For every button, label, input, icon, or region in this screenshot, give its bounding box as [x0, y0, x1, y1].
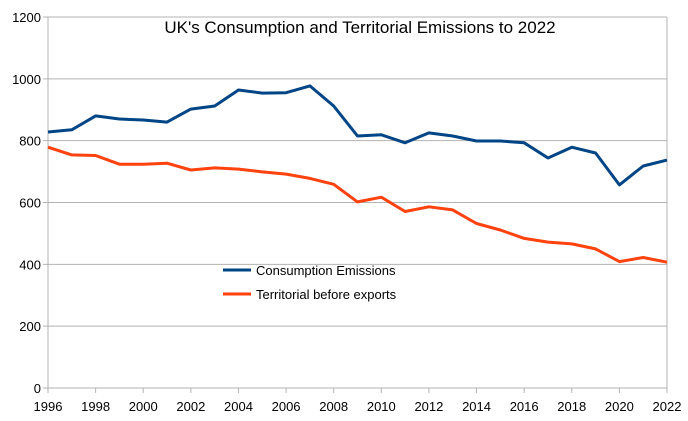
- series-lines: [47, 84, 668, 264]
- y-tick-label: 800: [19, 134, 41, 149]
- y-tick-label: 600: [19, 196, 41, 211]
- x-tick-label: 2010: [367, 399, 396, 414]
- x-tick-label: 2020: [605, 399, 634, 414]
- x-tick-label: 2004: [224, 399, 253, 414]
- x-tick-label: 2002: [176, 399, 205, 414]
- y-tick-label: 1200: [12, 10, 41, 25]
- legend-label: Territorial before exports: [256, 287, 397, 302]
- x-tick-label: 2006: [272, 399, 301, 414]
- y-tick-label: 200: [19, 319, 41, 334]
- series-line-territorial-before-exports: [47, 145, 668, 264]
- legend-label: Consumption Emissions: [256, 263, 396, 278]
- x-tick-label: 2012: [414, 399, 443, 414]
- x-tick-label: 2016: [510, 399, 539, 414]
- series-line-consumption-emissions: [47, 84, 668, 187]
- x-tick-label: 2018: [557, 399, 586, 414]
- x-tick-label: 2014: [462, 399, 491, 414]
- legend: Consumption Emissions Territorial before …: [223, 263, 397, 302]
- y-axis-tick-labels: 0 200 400 600 800 1000 1200: [12, 10, 41, 396]
- gridlines: [43, 16, 667, 389]
- x-tick-label: 1996: [34, 399, 63, 414]
- y-tick-label: 1000: [12, 72, 41, 87]
- x-axis-tick-labels: 1996 1998 2000 2002 2004 2006 2008 2010 2012 2014…: [34, 399, 682, 414]
- axes: [47, 17, 668, 393]
- y-tick-label: 400: [19, 257, 41, 272]
- x-tick-label: 2022: [653, 399, 682, 414]
- x-tick-label: 2000: [129, 399, 158, 414]
- chart-title: UK's Consumption and Territorial Emissio…: [164, 18, 555, 37]
- x-tick-label: 2008: [319, 399, 348, 414]
- x-tick-label: 1998: [81, 399, 110, 414]
- y-tick-label: 0: [34, 381, 41, 396]
